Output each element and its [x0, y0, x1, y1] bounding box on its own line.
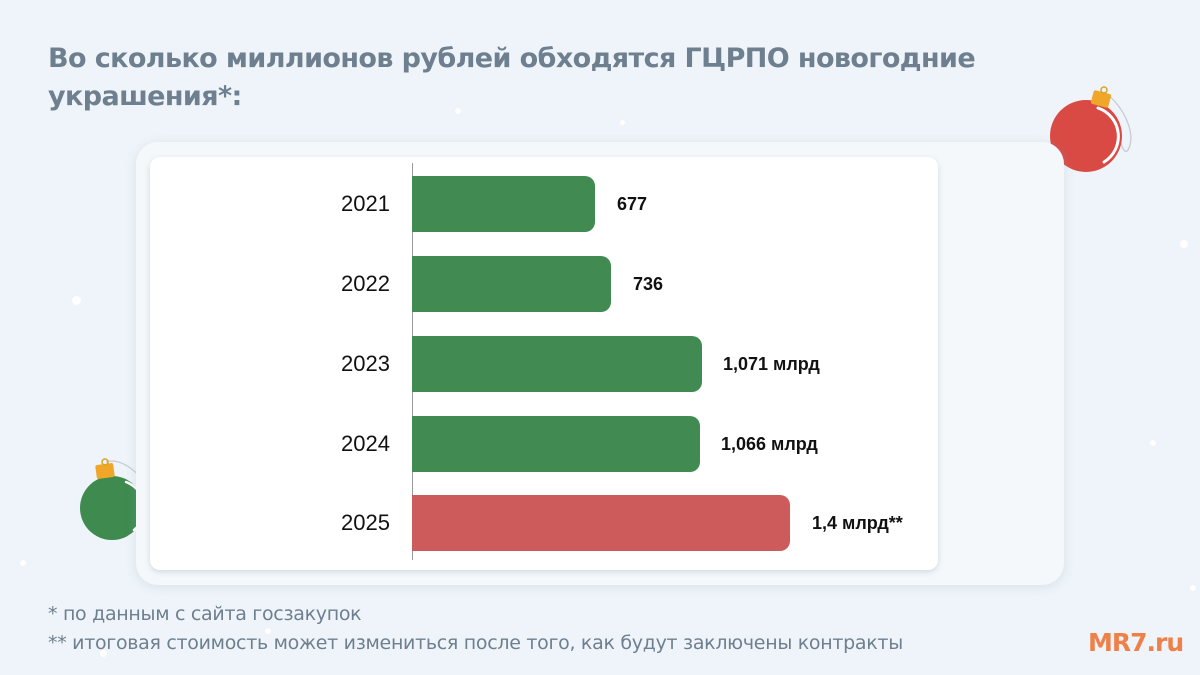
- bar-row-2024: 2024 1,066 млрд: [0, 416, 1200, 472]
- value-label: 1,4 млрд**: [812, 513, 903, 533]
- snow-dot: [20, 560, 26, 566]
- bar-row-2021: 2021 677: [0, 176, 1200, 232]
- value-label: 736: [633, 274, 664, 294]
- green-ornament-icon: [80, 458, 147, 540]
- value-label: 1,071 млрд: [723, 354, 820, 374]
- snow-dot: [1150, 440, 1156, 446]
- snow-dot: [265, 628, 271, 634]
- bar-row-2022: 2022 736: [0, 256, 1200, 312]
- footnote-source: * по данным с сайта госзакупок: [48, 603, 362, 625]
- snow-dot: [1180, 240, 1188, 248]
- year-label: 2022: [341, 271, 390, 296]
- value-label: 677: [617, 194, 648, 214]
- mr7-logo: MR7.ru: [1088, 628, 1184, 657]
- snow-dot: [455, 108, 461, 114]
- bar-row-2025: 2025 1,4 млрд**: [0, 495, 1200, 551]
- year-label: 2025: [341, 510, 390, 535]
- page-title: Во сколько миллионов рублей обходятся ГЦ…: [48, 43, 976, 112]
- bar-row-2023: 2023 1,071 млрд: [0, 336, 1200, 392]
- value-label: 1,066 млрд: [721, 434, 818, 454]
- year-label: 2021: [341, 191, 390, 216]
- year-label: 2023: [341, 351, 390, 376]
- bar-2021: [412, 176, 595, 232]
- footnote-disclaimer: ** итоговая стоимость может измениться п…: [48, 632, 903, 654]
- bar-2022: [412, 256, 611, 312]
- snow-dot: [1190, 585, 1196, 591]
- bar-2024: [412, 416, 700, 472]
- snow-dot: [72, 296, 81, 305]
- snow-dot: [100, 650, 107, 657]
- year-label: 2024: [341, 431, 390, 456]
- bar-2023: [412, 336, 702, 392]
- bar-2025: [412, 495, 790, 551]
- snow-dot: [620, 120, 625, 125]
- red-ornament-icon: [1050, 86, 1132, 172]
